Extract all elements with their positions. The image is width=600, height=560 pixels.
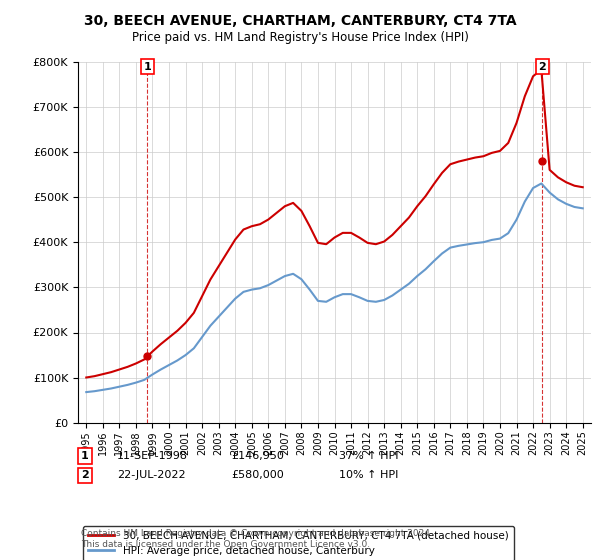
Text: Price paid vs. HM Land Registry's House Price Index (HPI): Price paid vs. HM Land Registry's House … xyxy=(131,31,469,44)
Text: 37% ↑ HPI: 37% ↑ HPI xyxy=(339,451,398,461)
Text: Contains HM Land Registry data © Crown copyright and database right 2024.
This d: Contains HM Land Registry data © Crown c… xyxy=(81,529,433,549)
Text: 1: 1 xyxy=(143,62,151,72)
Text: 22-JUL-2022: 22-JUL-2022 xyxy=(117,470,185,480)
Text: 10% ↑ HPI: 10% ↑ HPI xyxy=(339,470,398,480)
Text: 11-SEP-1998: 11-SEP-1998 xyxy=(117,451,188,461)
Text: 2: 2 xyxy=(81,470,89,480)
Text: £580,000: £580,000 xyxy=(231,470,284,480)
Legend: 30, BEECH AVENUE, CHARTHAM, CANTERBURY, CT4 7TA (detached house), HPI: Average p: 30, BEECH AVENUE, CHARTHAM, CANTERBURY, … xyxy=(83,525,514,560)
Text: 2: 2 xyxy=(538,62,546,72)
Text: 1: 1 xyxy=(81,451,89,461)
Text: 30, BEECH AVENUE, CHARTHAM, CANTERBURY, CT4 7TA: 30, BEECH AVENUE, CHARTHAM, CANTERBURY, … xyxy=(83,14,517,28)
Text: £146,950: £146,950 xyxy=(231,451,284,461)
